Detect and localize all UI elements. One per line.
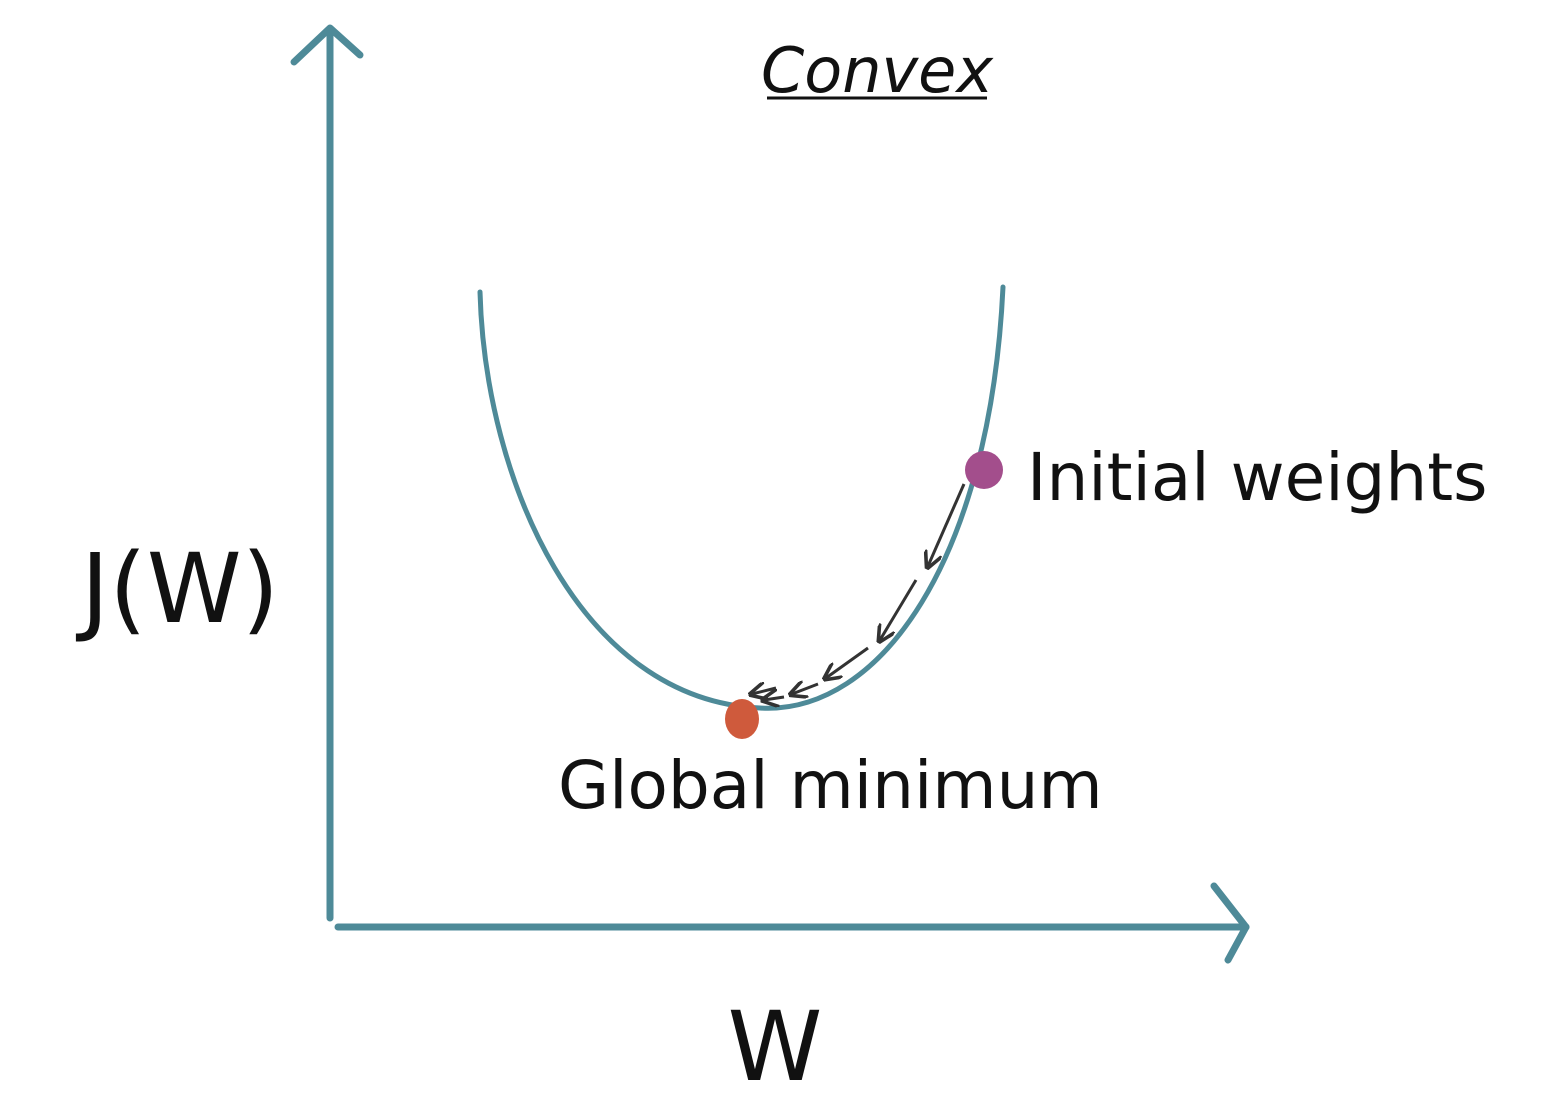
diagram-title: Convex — [761, 34, 994, 107]
descent-step-arrow — [764, 697, 785, 700]
global-minimum-label: Global minimum — [558, 747, 1103, 824]
convex-cost-curve — [477, 284, 1006, 711]
global-minimum-point — [725, 699, 759, 739]
descent-step-arrow — [826, 646, 869, 678]
initial-weights-point — [965, 451, 1003, 489]
x-axis-arrowhead — [1210, 882, 1250, 964]
descent-step-arrow — [928, 483, 966, 566]
x-axis-label: W — [728, 991, 823, 1103]
descent-step-arrow — [880, 579, 918, 640]
y-axis-arrowhead — [290, 24, 364, 66]
initial-weights-label: Initial weights — [1027, 439, 1488, 516]
descent-steps — [752, 483, 966, 700]
y-axis-label: J(W) — [76, 533, 279, 645]
descent-step-arrow — [792, 684, 819, 694]
descent-step-arrow — [752, 688, 777, 694]
